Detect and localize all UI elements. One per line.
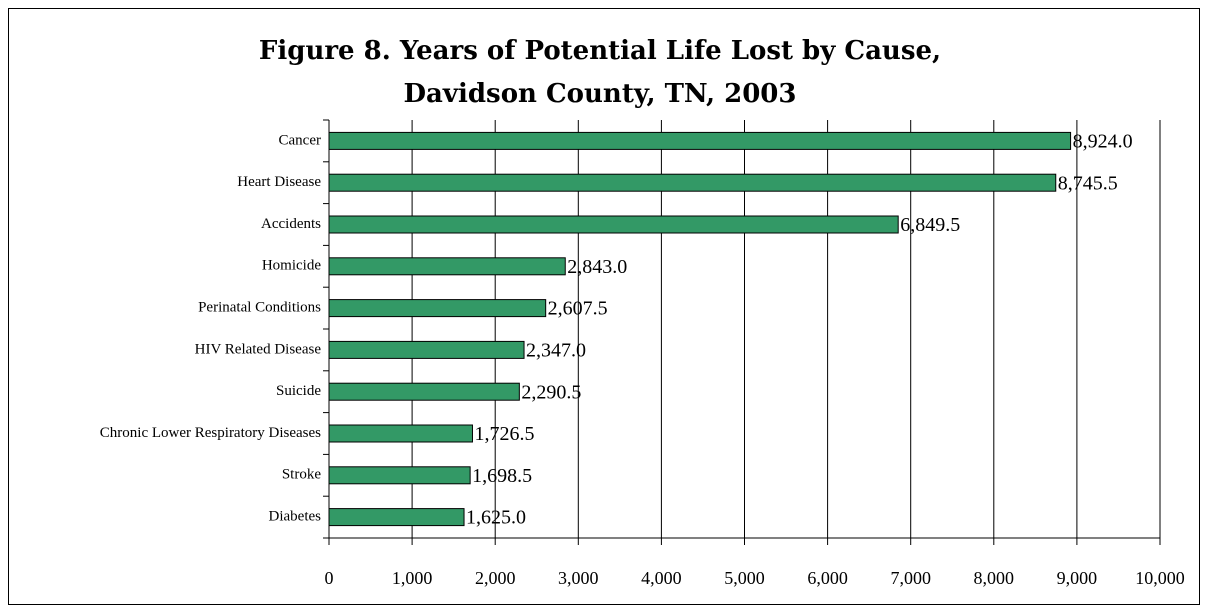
bar — [328, 173, 1057, 192]
x-tick-label: 6,000 — [807, 568, 848, 588]
value-label: 1,698.5 — [472, 465, 532, 487]
y-tick-label: Cancer — [279, 132, 321, 148]
x-tick-label: 1,000 — [392, 568, 433, 588]
bar — [328, 215, 899, 234]
x-tick-label: 7,000 — [890, 568, 931, 588]
y-tick-label: Perinatal Conditions — [198, 300, 321, 316]
x-tick-label: 5,000 — [724, 568, 765, 588]
bar — [328, 299, 547, 318]
x-tick-label: 2,000 — [475, 568, 516, 588]
y-tick-label: Suicide — [276, 383, 321, 399]
value-label: 8,745.5 — [1058, 172, 1118, 194]
bar — [328, 340, 525, 359]
y-tick-label: Diabetes — [269, 509, 322, 525]
chart-title: Davidson County, TN, 2003 — [404, 79, 797, 109]
chart-border — [8, 8, 1200, 605]
value-label: 1,625.0 — [466, 507, 526, 529]
y-tick-label: Stroke — [282, 467, 322, 483]
y-tick-label: Chronic Lower Respiratory Diseases — [100, 425, 321, 441]
bar — [328, 508, 465, 527]
y-tick-label: Accidents — [261, 216, 321, 232]
bar — [328, 466, 471, 485]
bar — [328, 131, 1072, 150]
value-label: 8,924.0 — [1073, 130, 1133, 152]
value-label: 2,290.5 — [521, 381, 581, 403]
bar — [328, 424, 473, 443]
y-tick-label: Homicide — [262, 258, 321, 274]
value-label: 2,843.0 — [567, 256, 627, 278]
x-tick-label: 0 — [325, 568, 334, 588]
bar — [328, 382, 520, 401]
chart-title: Figure 8. Years of Potential Life Lost b… — [259, 36, 941, 66]
x-tick-label: 9,000 — [1057, 568, 1098, 588]
value-label: 2,347.0 — [526, 339, 586, 361]
bar — [328, 257, 566, 276]
x-tick-label: 8,000 — [974, 568, 1015, 588]
value-label: 6,849.5 — [900, 214, 960, 236]
x-tick-label: 3,000 — [558, 568, 599, 588]
y-tick-label: HIV Related Disease — [195, 341, 322, 357]
value-label: 2,607.5 — [548, 298, 608, 320]
value-label: 1,726.5 — [474, 423, 534, 445]
x-tick-label: 4,000 — [641, 568, 682, 588]
x-tick-label: 10,000 — [1135, 568, 1185, 588]
y-tick-label: Heart Disease — [237, 174, 321, 190]
